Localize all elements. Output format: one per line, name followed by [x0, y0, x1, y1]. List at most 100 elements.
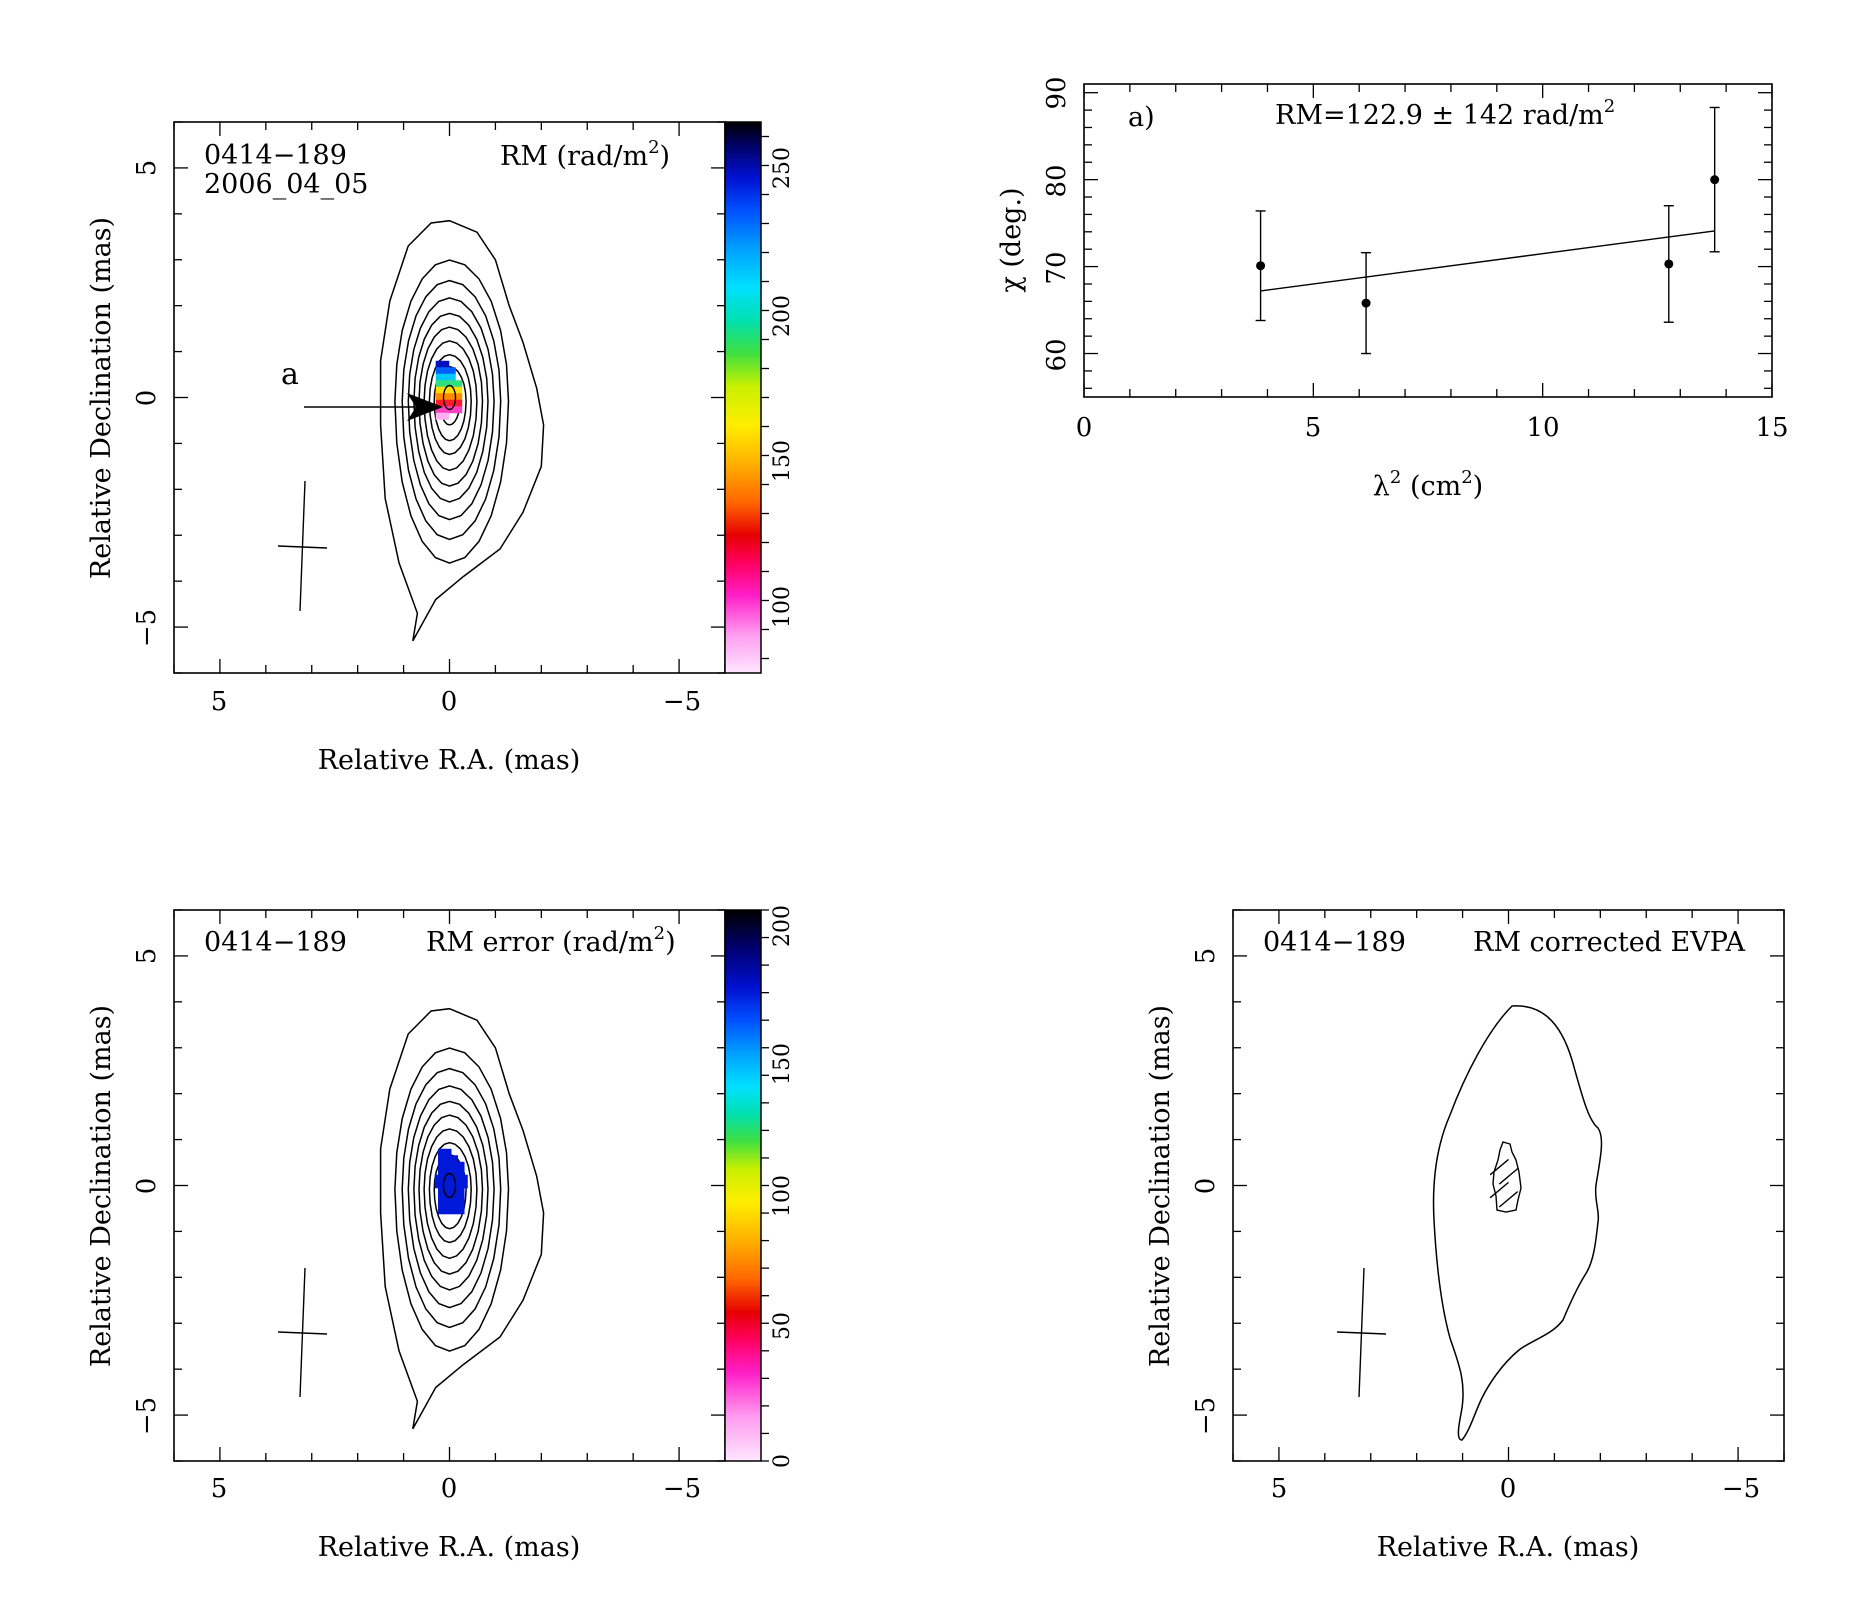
rm-error-pixel	[438, 1148, 446, 1156]
x-tick-label: 0	[1076, 413, 1093, 443]
rm-error-pixel	[438, 1168, 446, 1176]
rm-error-pixel	[454, 1181, 462, 1189]
annotation-arrowhead	[407, 393, 443, 421]
rm-pixel	[455, 386, 463, 394]
rm-error-pixel	[457, 1207, 465, 1215]
x-axis-label: Relative R.A. (mas)	[318, 1532, 581, 1563]
x-tick-label: 15	[1755, 413, 1788, 443]
rm-error-pixel	[457, 1187, 465, 1195]
x-tick-label: 0	[441, 687, 458, 717]
rm-pixel	[448, 380, 456, 388]
rm-pixel	[448, 367, 456, 375]
map-quantity-label: RM error (rad/m2)	[426, 923, 676, 958]
x-tick-label: 0	[441, 1474, 458, 1504]
evpa-plot-frame	[1232, 909, 1785, 1462]
rm-pixel	[442, 399, 450, 407]
core-contour	[442, 1172, 457, 1199]
rm-error-pixel	[451, 1155, 459, 1163]
intensity-contour	[418, 326, 484, 487]
fit-axis-ticks	[1083, 84, 1773, 397]
rm-pixel	[435, 373, 443, 381]
fit-result-label: RM=122.9 ± 142 rad/m2	[1275, 96, 1615, 131]
beam-major-axis	[299, 480, 306, 612]
rm-error-pixel	[457, 1168, 465, 1176]
x-tick-label: 5	[1305, 413, 1322, 443]
y-axis-label: Relative Declination (mas)	[86, 217, 117, 579]
evpa-vector	[1498, 1191, 1519, 1208]
x-tick-label: 5	[211, 1474, 228, 1504]
intensity-contour	[401, 1067, 502, 1329]
intensity-contour	[379, 1007, 545, 1430]
rm-pixel	[435, 393, 443, 401]
rm-map-panel: 5 0 −5 5 0 −5 100 150 200 250 0414−189 2…	[86, 121, 795, 776]
y-tick-label: 60	[1042, 338, 1072, 371]
rm-pixels	[435, 360, 463, 420]
intensity-contour	[407, 1085, 495, 1309]
intensity-contour	[394, 1047, 510, 1352]
evpa-vectors	[1489, 1158, 1519, 1208]
rm-pixel	[448, 399, 456, 407]
fit-plot-frame	[1083, 83, 1773, 398]
rm-pixel	[455, 399, 463, 407]
colorbar-tick-label: 150	[770, 440, 795, 482]
evpa-map-panel: 5 0 −5 5 0 −5 0414−189 RM corrected EVPA…	[1145, 909, 1785, 1563]
rm-error-pixel	[444, 1161, 452, 1169]
rm-pixel	[435, 386, 443, 394]
x-tick-label: 0	[1500, 1474, 1517, 1504]
y-tick-label: 0	[132, 390, 162, 407]
evpa-vector	[1489, 1181, 1509, 1199]
source-name: 0414−189	[204, 140, 347, 171]
y-tick-label: 5	[132, 948, 162, 965]
data-point	[1710, 175, 1720, 185]
y-axis-label: Relative Declination (mas)	[86, 1005, 117, 1367]
rm-pixel	[435, 380, 443, 388]
rm-error-colorbar	[724, 909, 762, 1462]
fit-line	[1260, 230, 1715, 292]
rm-error-colorbar-ticks	[761, 909, 769, 1462]
intensity-contour	[379, 219, 545, 642]
rm-error-pixel	[438, 1187, 446, 1195]
x-tick-label: −5	[663, 1474, 701, 1504]
y-tick-label: −5	[1191, 1397, 1221, 1435]
intensity-contour	[423, 340, 478, 472]
rm-error-pixel	[457, 1200, 465, 1208]
epoch-label: 2006_04_05	[204, 169, 368, 200]
colorbar-tick-label: 250	[770, 147, 795, 189]
x-tick-label: −5	[1722, 1474, 1760, 1504]
rm-contours	[379, 219, 545, 642]
colorbar-tick-label: 200	[770, 295, 795, 337]
rm-error-pixel	[460, 1174, 468, 1182]
rm-error-pixel	[447, 1174, 455, 1182]
rm-pixel	[448, 386, 456, 394]
rm-error-pixel	[457, 1161, 465, 1169]
rm-error-map-panel: 5 0 −5 5 0 −5 0 50 100 150 200 0414−189 …	[86, 905, 795, 1563]
rm-error-pixel	[438, 1200, 446, 1208]
map-quantity-label: RM (rad/m2)	[500, 137, 670, 172]
colorbar-tick-label: 0	[770, 1454, 795, 1468]
total-intensity-contour	[1432, 1005, 1603, 1441]
rm-pixel	[435, 399, 443, 407]
rm-error-pixel	[434, 1174, 442, 1182]
rm-colorbar-ticks	[761, 135, 769, 660]
y-tick-label: −5	[132, 1397, 162, 1435]
rm-pixel	[455, 393, 463, 401]
rm-pixel	[435, 412, 443, 420]
rm-error-pixel	[451, 1194, 459, 1202]
y-tick-label: 5	[1191, 948, 1221, 965]
y-axis-label: χ (deg.)	[996, 187, 1027, 292]
data-point	[1256, 261, 1266, 271]
rm-pixel	[435, 360, 443, 368]
intensity-contour	[418, 1114, 484, 1275]
rm-error-pixel	[457, 1194, 465, 1202]
x-axis-label: Relative R.A. (mas)	[1377, 1532, 1640, 1563]
rm-error-pixel	[451, 1168, 459, 1176]
evpa-vector	[1498, 1168, 1519, 1185]
colorbar-tick-label: 100	[770, 586, 795, 628]
rm-error-pixel	[444, 1148, 452, 1156]
evpa-vector	[1489, 1158, 1509, 1176]
y-tick-label: 5	[132, 160, 162, 177]
rm-pixel	[455, 406, 463, 414]
rm-pixel	[442, 412, 450, 420]
colorbar-tick-label: 50	[770, 1312, 795, 1340]
